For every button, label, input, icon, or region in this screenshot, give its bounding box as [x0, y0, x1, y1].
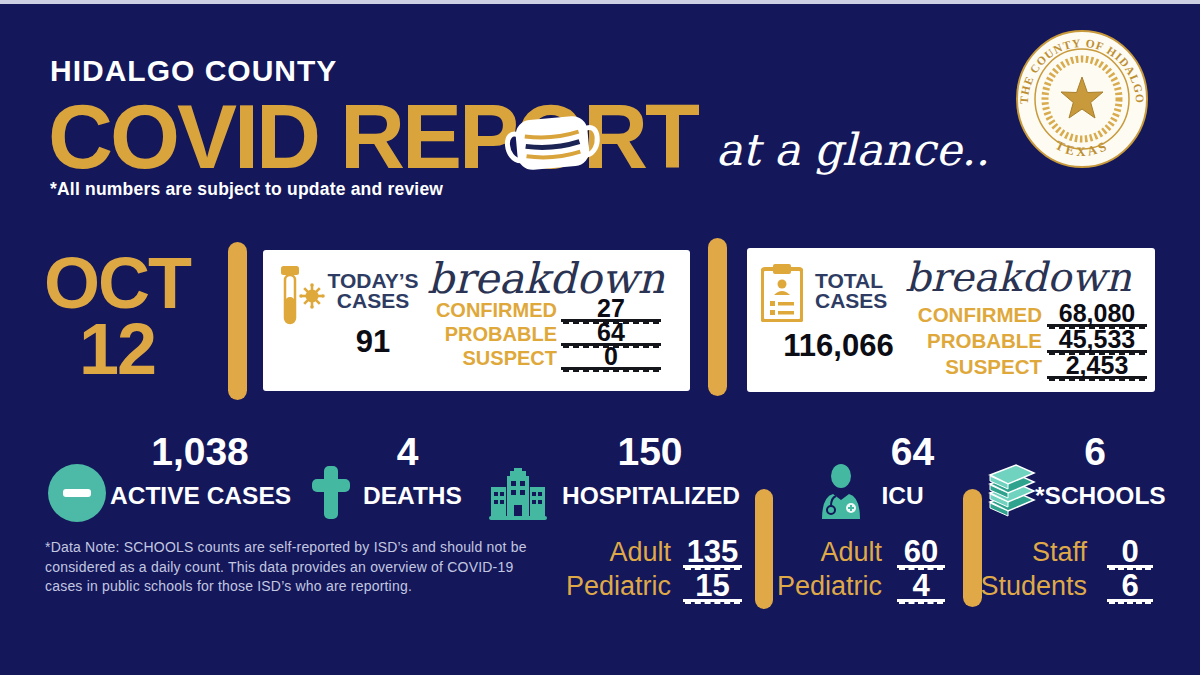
icu-value: 64	[860, 430, 965, 474]
hospitalized-label: HOSPITALIZED	[562, 482, 740, 510]
schools-value: 6	[1045, 430, 1145, 474]
cross-icon	[311, 466, 351, 519]
deaths-value: 4	[365, 430, 450, 474]
breakdown-row: SUSPECT 0	[423, 346, 661, 370]
breakdown-row: CONFIRMED 68,080	[902, 301, 1147, 327]
stat-row: Adult 60	[745, 536, 945, 568]
active-cases-value: 1,038	[125, 430, 275, 474]
breakdown-row: SUSPECT 2,453	[902, 353, 1147, 379]
data-note: *Data Note: SCHOOLS counts are self-repo…	[45, 538, 527, 597]
schools-rows: Staff 0 Students 6	[976, 536, 1153, 604]
doctor-icon	[818, 464, 864, 519]
icu-label: ICU	[860, 482, 945, 510]
total-cases-total: 116,066	[761, 328, 916, 364]
county-name: HIDALGO COUNTY	[50, 54, 337, 88]
active-cases-label: ACTIVE CASES	[110, 482, 290, 510]
report-date: OCT 12	[38, 250, 196, 382]
hospitalized-value: 150	[580, 430, 720, 474]
stat-row: Adult 135	[555, 536, 742, 568]
box-label: TOTAL CASES	[815, 271, 905, 311]
deaths-label: DEATHS	[363, 482, 458, 510]
county-seal: THE COUNTY OF HIDALGO TEXAS	[1016, 30, 1148, 168]
disclaimer: *All numbers are subject to update and r…	[50, 179, 443, 200]
books-icon	[986, 462, 1038, 518]
breakdown-script: breakdown	[905, 254, 1131, 300]
todays-cases-total: 91	[319, 324, 427, 360]
total-cases-box: TOTAL CASES 116,066 breakdown CONFIRMED …	[747, 248, 1155, 392]
stat-row: Pediatric 15	[555, 570, 742, 602]
clipboard-icon	[761, 264, 803, 322]
hospital-icon	[489, 468, 547, 520]
breakdown-script: breakdown	[427, 254, 664, 303]
date-month: OCT	[38, 250, 196, 316]
stat-row: Pediatric 4	[745, 570, 945, 602]
breakdown-row: PROBABLE 64	[423, 322, 661, 346]
tagline: at a glance..	[716, 124, 990, 175]
breakdown-rows: CONFIRMED 68,080 PROBABLE 45,533 SUSPECT…	[902, 301, 1147, 379]
divider-bar	[708, 238, 727, 396]
box-label: TODAY’S CASES	[319, 271, 427, 311]
stat-row: Students 6	[976, 570, 1153, 602]
stat-row: Staff 0	[976, 536, 1153, 568]
face-mask-icon	[499, 108, 607, 191]
covid-report-infographic: HIDALGO COUNTY COVID REPORT at a glance.…	[0, 0, 1200, 675]
todays-cases-box: TODAY’S CASES 91 breakdown CONFIRMED 27 …	[263, 250, 690, 391]
breakdown-rows: CONFIRMED 27 PROBABLE 64 SUSPECT 0	[423, 298, 661, 370]
icu-rows: Adult 60 Pediatric 4	[745, 536, 945, 604]
breakdown-row: CONFIRMED 27	[423, 298, 661, 322]
minus-circle-icon	[48, 464, 106, 522]
divider-bar	[228, 242, 247, 400]
top-strip	[0, 0, 1200, 4]
schools-label: *SCHOOLS	[1035, 482, 1163, 510]
hospitalized-rows: Adult 135 Pediatric 15	[555, 536, 742, 604]
date-day: 12	[38, 316, 196, 382]
breakdown-row: PROBABLE 45,533	[902, 327, 1147, 353]
